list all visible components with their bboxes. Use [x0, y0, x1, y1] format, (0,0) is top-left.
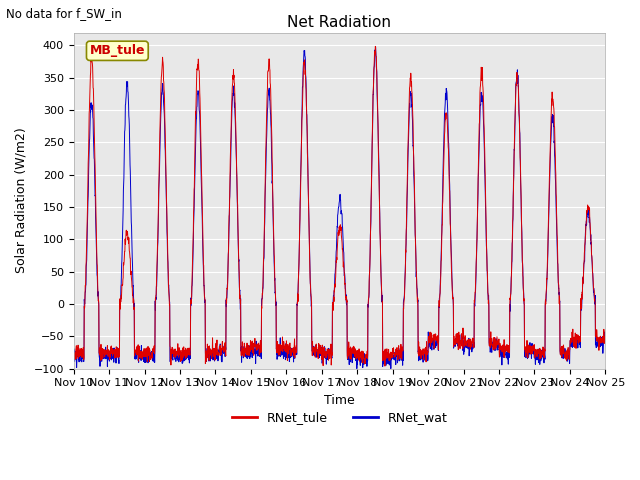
- X-axis label: Time: Time: [324, 394, 355, 407]
- RNet_tule: [70, 354, 77, 360]
- RNet_tule: [555, 282, 563, 288]
- RNet_wat: [570, 343, 577, 349]
- RNet_wat: [494, 338, 502, 344]
- RNet_wat: [353, 366, 361, 372]
- Legend: RNet_tule, RNet_wat: RNet_tule, RNet_wat: [227, 407, 452, 430]
- RNet_wat: [555, 285, 563, 291]
- RNet_tule: [366, 249, 374, 255]
- RNet_tule: [494, 338, 502, 344]
- Text: No data for f_SW_in: No data for f_SW_in: [6, 7, 122, 20]
- RNet_tule: [355, 351, 362, 357]
- Y-axis label: Solar Radiation (W/m2): Solar Radiation (W/m2): [15, 128, 28, 274]
- RNet_tule: [218, 347, 226, 353]
- RNet_wat: [372, 44, 380, 50]
- RNet_tule: [602, 337, 609, 343]
- RNet_wat: [355, 357, 363, 363]
- RNet_wat: [70, 352, 77, 358]
- RNet_tule: [381, 363, 388, 369]
- Title: Net Radiation: Net Radiation: [287, 15, 392, 30]
- RNet_wat: [602, 335, 609, 341]
- RNet_tule: [570, 343, 577, 349]
- Line: RNet_tule: RNet_tule: [74, 46, 605, 366]
- RNet_wat: [218, 359, 226, 365]
- RNet_wat: [367, 232, 374, 238]
- RNet_tule: [371, 43, 379, 49]
- Line: RNet_wat: RNet_wat: [74, 47, 605, 369]
- Text: MB_tule: MB_tule: [90, 44, 145, 57]
